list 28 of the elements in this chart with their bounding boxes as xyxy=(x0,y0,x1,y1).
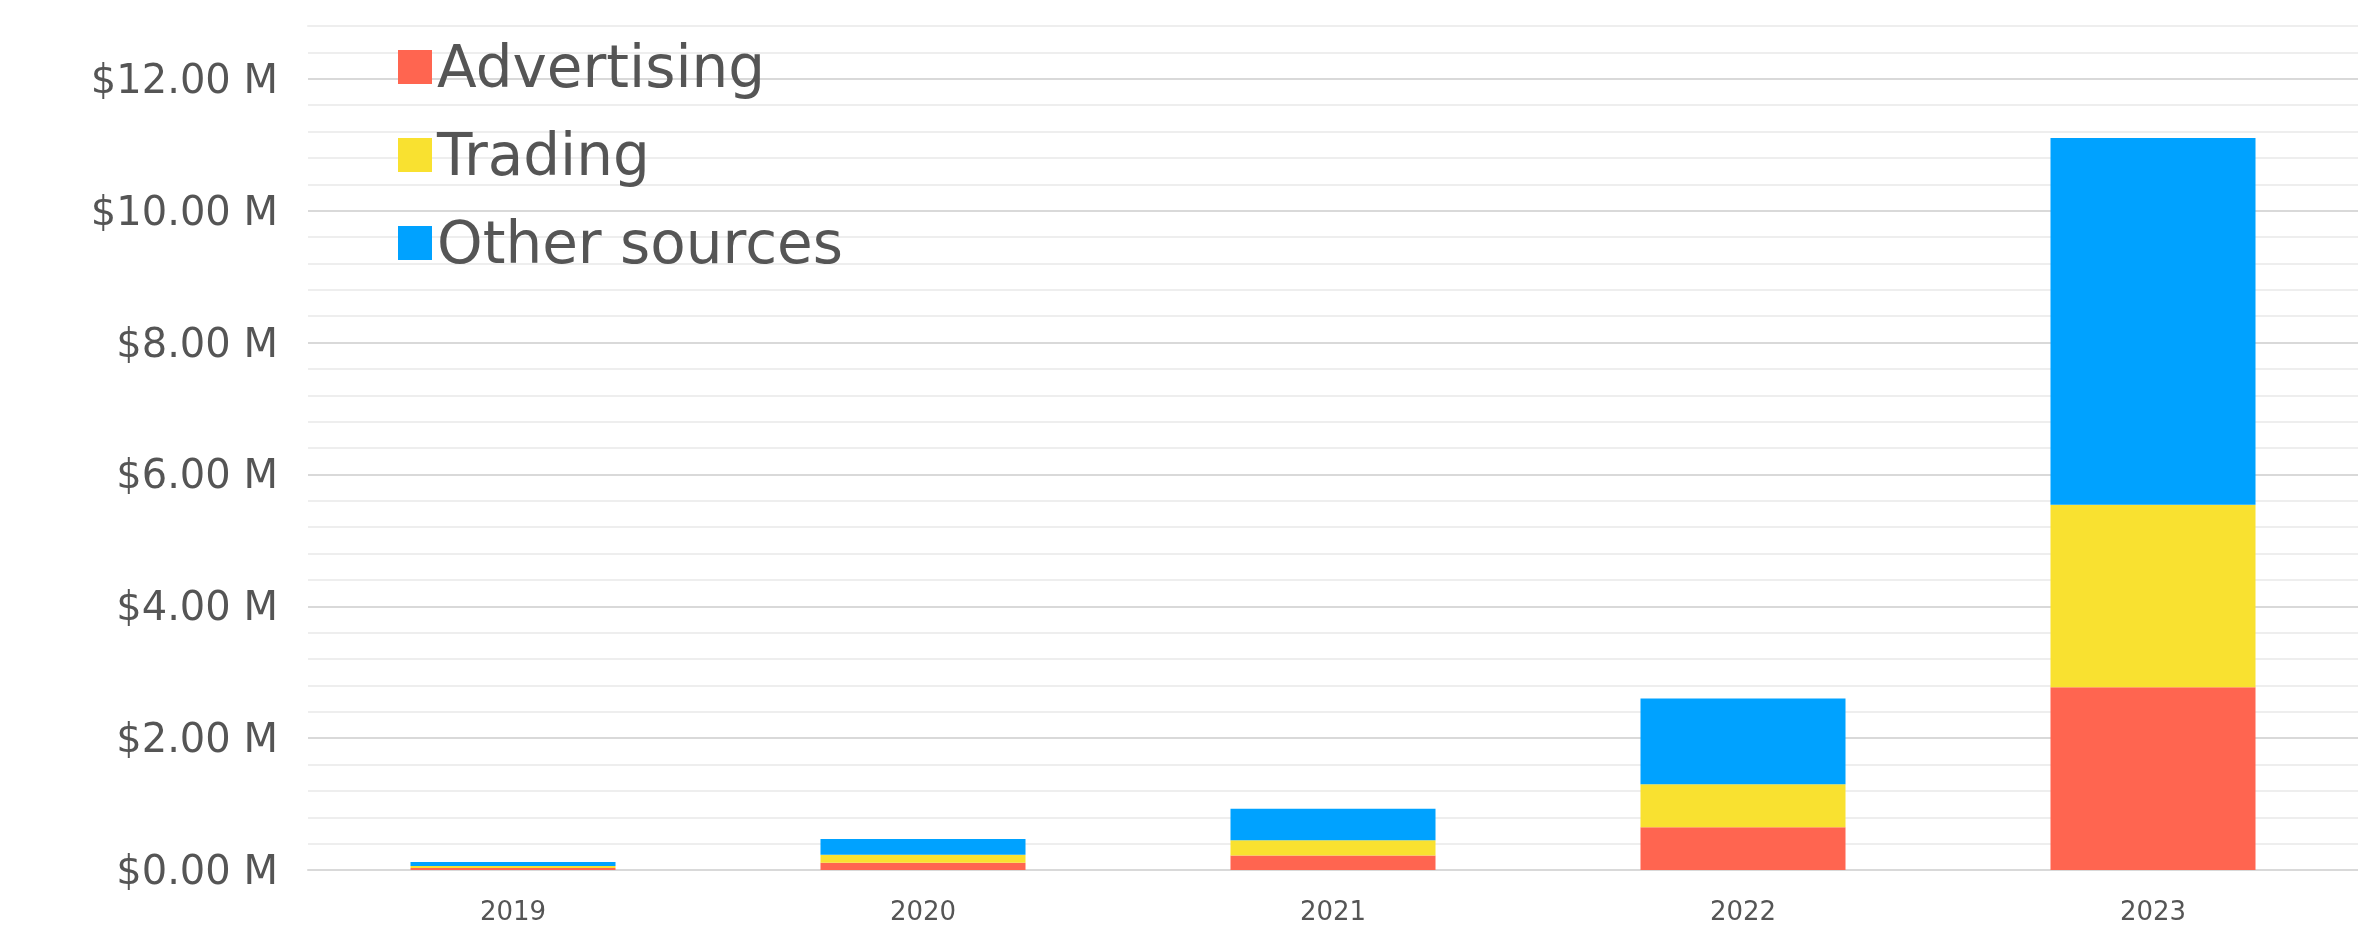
bar xyxy=(1640,784,1846,828)
y-tick-label: $2.00 M xyxy=(116,715,278,762)
legend-label: Trading xyxy=(436,121,650,189)
legend-label: Advertising xyxy=(437,33,766,101)
bar xyxy=(410,862,616,867)
bar xyxy=(2050,504,2256,688)
x-tick-label: 2019 xyxy=(479,896,547,926)
y-tick-label: $0.00 M xyxy=(116,847,278,893)
x-tick-label: 2023 xyxy=(2119,896,2187,926)
bar xyxy=(1230,808,1436,841)
bar xyxy=(820,839,1026,855)
x-tick-label: 2021 xyxy=(1299,896,1367,926)
bar xyxy=(820,862,1026,870)
bar xyxy=(1640,698,1846,785)
bar xyxy=(1230,855,1436,870)
y-tick-label: $6.00 M xyxy=(116,451,278,498)
x-tick-label: 2022 xyxy=(1709,896,1777,926)
bar xyxy=(1640,827,1846,870)
x-tick-label: 2020 xyxy=(889,896,957,926)
y-tick-label: $4.00 M xyxy=(116,583,278,630)
y-tick-label: $8.00 M xyxy=(116,319,278,366)
legend-label: Other sources xyxy=(437,209,843,277)
bar xyxy=(2050,138,2256,505)
y-tick-label: $10.00 M xyxy=(90,187,278,234)
y-tick-label: $12.00 M xyxy=(90,55,278,102)
bar xyxy=(1230,840,1436,856)
bar xyxy=(820,854,1026,863)
bar xyxy=(2050,687,2256,870)
